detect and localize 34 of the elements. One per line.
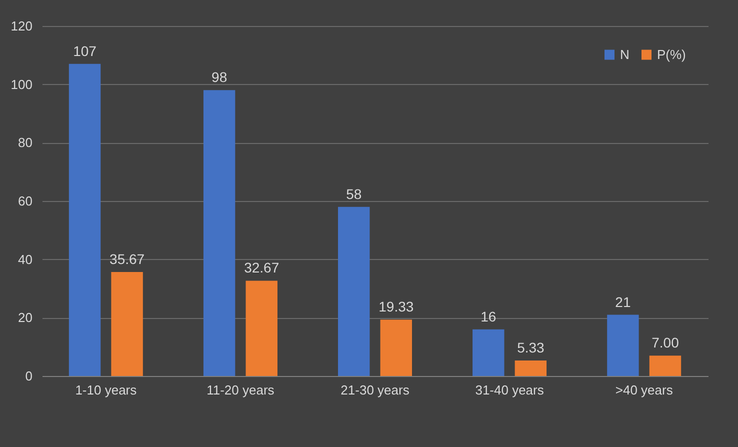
- y-tick-label: 0: [25, 368, 32, 384]
- x-tick-label: 31-40 years: [475, 382, 544, 398]
- data-label: 21: [615, 294, 631, 310]
- y-tick-label: 20: [18, 310, 32, 326]
- bar: [649, 356, 682, 376]
- y-tick-label: 120: [10, 18, 32, 34]
- bar: [607, 314, 639, 376]
- data-label: 35.67: [110, 250, 145, 267]
- data-label: 7.00: [652, 334, 680, 351]
- bar: [68, 64, 101, 376]
- data-label: 58: [346, 186, 362, 202]
- data-label: 5.33: [517, 339, 545, 356]
- y-tick-label: 80: [18, 135, 32, 150]
- y-tick-label: 60: [18, 194, 32, 208]
- x-tick-label: 11-20 years: [206, 382, 275, 398]
- legend-label: N: [620, 46, 630, 62]
- bar: [380, 320, 412, 376]
- data-label: 32.67: [244, 260, 280, 276]
- data-label: 107: [73, 42, 97, 59]
- bar: [338, 206, 370, 376]
- y-tick-label: 100: [10, 76, 32, 92]
- data-label: 19.33: [378, 298, 414, 315]
- bar: [203, 90, 236, 376]
- x-tick-label: 21-30 years: [340, 382, 410, 398]
- bar: [472, 329, 504, 376]
- data-label: 16: [480, 308, 496, 324]
- x-tick-label: >40 years: [615, 382, 674, 398]
- legend-label: P(%): [657, 46, 686, 62]
- x-tick-label: 1-10 years: [75, 382, 138, 398]
- y-tick-label: 40: [18, 252, 32, 267]
- data-label: 98: [212, 69, 228, 86]
- bar: [246, 280, 278, 376]
- bar: [514, 360, 547, 376]
- bar: [111, 272, 143, 376]
